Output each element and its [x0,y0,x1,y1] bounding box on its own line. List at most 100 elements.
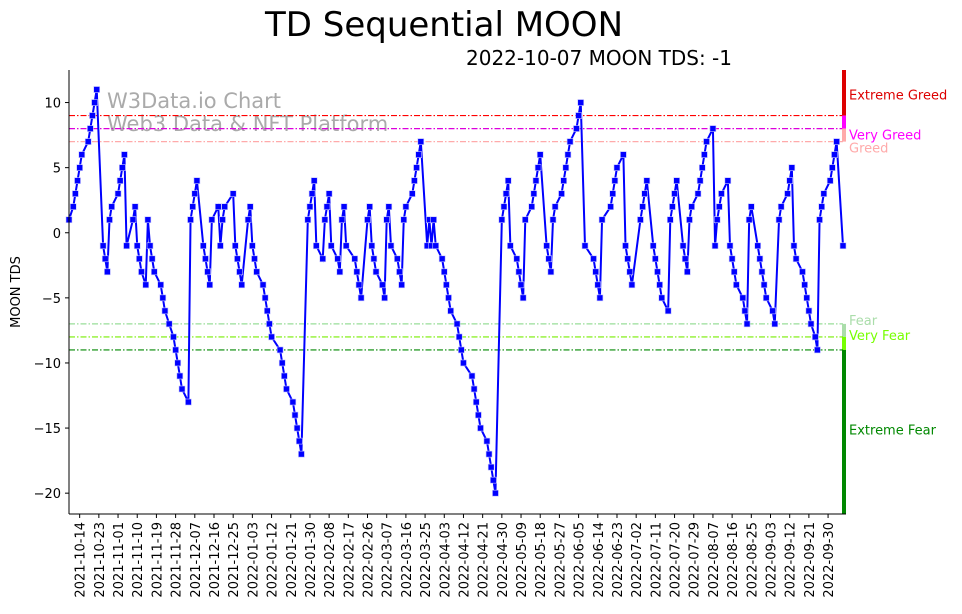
data-point [78,151,86,158]
y-axis-label: MOON TDS [9,256,24,328]
data-point [458,346,465,354]
y-tick-label: 0 [53,227,61,242]
x-tick-label: 2022-06-23 [611,522,626,598]
data-point [581,242,589,250]
data-point [191,190,199,197]
data-point [189,203,196,211]
zone-bar [842,115,846,129]
data-point [558,190,565,197]
data-point [185,398,192,406]
data-point [649,242,657,250]
data-point [777,203,785,211]
x-tick-label: 2021-11-01 [112,522,127,598]
data-point [313,242,320,250]
data-point [206,281,214,289]
data-point [743,320,751,328]
data-point [438,255,446,263]
data-point [515,268,523,276]
data-point [93,86,101,93]
data-point [577,99,585,106]
data-point [236,268,243,276]
data-point [370,255,378,263]
data-point [805,307,813,315]
data-point [217,242,224,250]
data-point [709,125,717,132]
data-point [396,268,403,276]
data-point [684,268,691,276]
x-tick-label: 2022-09-21 [803,522,818,598]
data-point [681,255,689,263]
data-point [327,242,335,250]
data-point [686,216,693,224]
data-point [214,203,222,211]
x-tick-label: 2021-12-07 [189,522,204,598]
data-point [490,476,497,484]
data-point [564,151,572,158]
data-point [308,190,316,197]
data-point [656,281,663,289]
data-point [266,320,273,328]
data-point [310,177,318,184]
data-point [161,307,169,315]
data-point [208,216,216,224]
data-point [560,177,567,184]
x-tick-label: 2021-11-19 [150,522,165,598]
data-point [276,346,284,354]
data-point [123,242,130,250]
data-point [664,307,672,315]
data-point [748,203,755,211]
x-tick-label: 2022-08-25 [745,522,760,598]
data-point [820,190,828,197]
x-tick-label: 2022-09-03 [765,522,780,598]
data-point [353,268,361,276]
x-tick-label: 2022-02-08 [323,522,338,598]
data-point [440,268,448,276]
data-point [596,294,604,302]
data-point [814,346,821,354]
data-point [500,203,508,211]
x-tick-label: 2022-02-26 [362,522,377,598]
data-point [703,138,710,145]
data-point [234,255,241,263]
x-tick-label: 2022-05-27 [553,522,568,598]
data-point [221,203,228,211]
data-point [238,281,246,289]
data-point [84,138,92,145]
x-tick-label: 2022-04-12 [457,522,472,598]
data-point [498,216,506,224]
data-point [278,359,286,367]
data-point [811,333,819,341]
data-point [598,216,606,224]
data-point [829,164,836,171]
data-point [334,255,341,263]
data-point [628,281,636,289]
data-point [626,268,634,276]
x-tick-label: 2022-08-07 [707,522,722,598]
data-point [91,99,98,106]
data-point [756,255,764,263]
data-point [799,268,806,276]
data-point [519,294,527,302]
data-point [698,164,706,171]
x-tick-label: 2022-04-30 [496,522,511,598]
data-point [551,203,559,211]
zone-bar [842,336,846,350]
data-point [304,216,312,224]
data-point [470,385,478,393]
data-point [108,203,115,211]
data-point [562,164,570,171]
data-point [549,216,557,224]
data-point [176,372,184,380]
data-point [641,190,649,197]
y-tick-label: −10 [34,357,61,372]
data-point [351,255,359,263]
chart-subtitle: 2022-10-07 MOON TDS: -1 [466,46,732,70]
data-point [259,281,267,289]
data-point [338,216,346,224]
data-point [460,359,467,367]
data-point [769,307,776,315]
data-point [443,281,450,289]
data-point [104,268,111,276]
data-point [116,177,124,184]
data-point [477,424,484,432]
